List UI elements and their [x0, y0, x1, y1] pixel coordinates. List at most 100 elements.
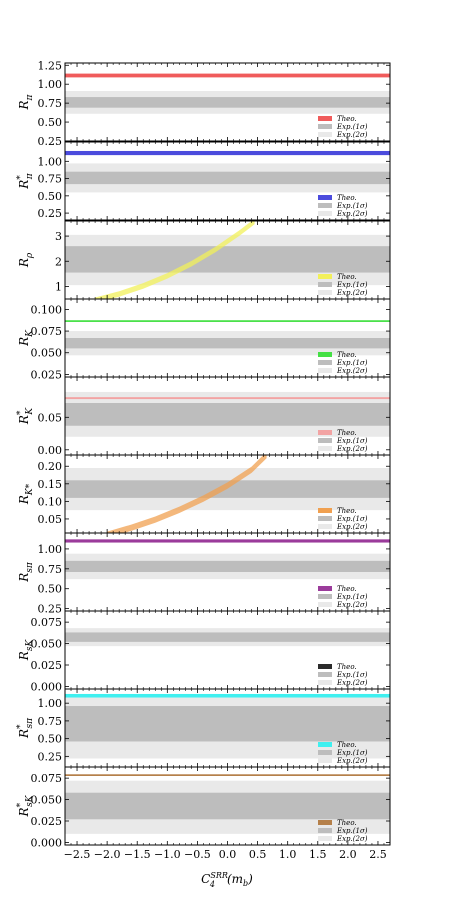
legend-theo-label: Theo.: [337, 429, 357, 437]
exp-1sigma-band: [65, 792, 390, 820]
x-tick-label: −2.5: [64, 848, 91, 861]
legend-exp-2sigma-label: Exp.(2σ): [336, 445, 368, 453]
theory-band: [65, 774, 390, 776]
legend-exp-2sigma-swatch: [318, 524, 332, 529]
y-tick-label: 0.000: [31, 836, 63, 849]
y-tick-label: 0.75: [38, 563, 63, 576]
y-tick-label: 0.025: [31, 815, 63, 828]
legend-exp-1sigma-swatch: [318, 750, 332, 755]
legend-exp-1sigma-label: Exp.(1σ): [336, 515, 368, 523]
legend-theo-label: Theo.: [337, 194, 357, 202]
y-tick-label: 0.075: [31, 772, 63, 785]
legend-exp-2sigma-label: Exp.(2σ): [336, 367, 368, 375]
legend-exp-1sigma-label: Exp.(1σ): [336, 437, 368, 445]
y-tick-label: 0.15: [38, 478, 63, 491]
legend-exp-2sigma-swatch: [318, 211, 332, 216]
panel-plot-area: [65, 628, 390, 647]
legend-theo-label: Theo.: [337, 585, 357, 593]
legend-exp-2sigma-swatch: [318, 602, 332, 607]
y-axis-title: RK: [17, 329, 35, 347]
y-axis-title: Rsπ: [17, 561, 35, 583]
legend-exp-1sigma-swatch: [318, 516, 332, 521]
legend-theo-swatch: [318, 508, 332, 513]
legend-exp-1sigma-swatch: [318, 828, 332, 833]
panel-plot-area: [65, 539, 390, 580]
legend-exp-1sigma-label: Exp.(1σ): [336, 671, 368, 679]
y-tick-label: 0.75: [38, 97, 63, 110]
panel-plot-area: [65, 150, 390, 193]
y-tick-label: 0.050: [31, 794, 63, 807]
x-tick-label: −1.5: [124, 848, 151, 861]
y-tick-label: 0.20: [38, 460, 63, 473]
legend-exp-1sigma-label: Exp.(1σ): [336, 359, 368, 367]
exp-1sigma-band: [65, 338, 390, 349]
y-axis-title: R*sπ: [16, 717, 35, 739]
x-axis-title: CSRR 4 (mb): [201, 871, 253, 889]
x-tick-label: 0.5: [249, 848, 267, 861]
theory-band: [65, 73, 390, 78]
legend-exp-2sigma-label: Exp.(2σ): [336, 835, 368, 843]
x-tick-label: −2.0: [94, 848, 121, 861]
theory-band: [65, 693, 390, 698]
y-tick-label: 1.00: [38, 697, 63, 710]
y-tick-label: 0.50: [38, 116, 63, 129]
x-tick-label: 1.0: [279, 848, 297, 861]
theory-band: [65, 397, 390, 400]
legend-exp-1sigma-label: Exp.(1σ): [336, 827, 368, 835]
legend-exp-2sigma-swatch: [318, 446, 332, 451]
y-tick-label: 0.025: [31, 659, 63, 672]
y-tick-label: 1.00: [38, 155, 63, 168]
y-tick-label: 0.00: [38, 444, 63, 457]
panel-3: 1 2 3 Rρ Theo.Exp.(1σ)Exp.(2σ): [17, 220, 391, 300]
y-tick-label: 0.25: [38, 750, 63, 763]
exp-1sigma-band: [65, 480, 390, 498]
y-tick-label: 0.75: [38, 173, 63, 186]
legend-exp-2sigma-label: Exp.(2σ): [336, 757, 368, 765]
legend-theo-label: Theo.: [337, 819, 357, 827]
legend-exp-2sigma-swatch: [318, 368, 332, 373]
legend-theo-label: Theo.: [337, 273, 357, 281]
panel-1: 0.25 0.50 0.75 1.00 1.25 Rπ Theo.Exp.(1σ)Exp.(…: [17, 59, 391, 148]
panel-8: 0.000 0.025 0.050 0.075 RsK Theo.Exp.(1σ)Exp.…: [17, 610, 391, 693]
legend-exp-2sigma-label: Exp.(2σ): [336, 131, 368, 139]
legend-exp-1sigma-label: Exp.(1σ): [336, 593, 368, 601]
panel-plot-area: [65, 73, 390, 114]
legend-exp-2sigma-swatch: [318, 758, 332, 763]
legend-theo-swatch: [318, 116, 332, 121]
legend-theo-swatch: [318, 195, 332, 200]
legend-exp-2sigma-swatch: [318, 680, 332, 685]
theory-band: [65, 320, 390, 322]
y-tick-label: 0.050: [31, 638, 63, 651]
panel-4: 0.025 0.050 0.075 0.100 RK Theo.Exp.(1σ)Exp.(…: [17, 298, 391, 381]
legend-exp-2sigma-label: Exp.(2σ): [336, 210, 368, 218]
legend-exp-1sigma-swatch: [318, 438, 332, 443]
legend-theo-swatch: [318, 742, 332, 747]
legend-theo-swatch: [318, 586, 332, 591]
y-tick-label: 0.50: [38, 583, 63, 596]
panel-plot-area: [65, 391, 390, 437]
legend-theo-swatch: [318, 664, 332, 669]
legend-exp-2sigma-label: Exp.(2σ): [336, 679, 368, 687]
legend-exp-1sigma-label: Exp.(1σ): [336, 281, 368, 289]
y-tick-label: 0.50: [38, 190, 63, 203]
theory-band: [65, 150, 390, 156]
legend-theo-label: Theo.: [337, 741, 357, 749]
x-tick-label: 1.5: [309, 848, 327, 861]
legend-theo-label: Theo.: [337, 351, 357, 359]
y-axis-title: Rρ: [17, 252, 35, 268]
legend-exp-1sigma-label: Exp.(1σ): [336, 749, 368, 757]
legend-exp-2sigma-swatch: [318, 836, 332, 841]
y-tick-label: 0.075: [31, 616, 63, 629]
legend-theo-swatch: [318, 352, 332, 357]
legend-theo-label: Theo.: [337, 663, 357, 671]
y-tick-label: 1.00: [38, 78, 63, 91]
legend-exp-1sigma-label: Exp.(1σ): [336, 202, 368, 210]
legend-exp-1sigma-swatch: [318, 594, 332, 599]
y-tick-label: 0.25: [38, 603, 63, 616]
y-tick-label: 0.050: [31, 347, 63, 360]
y-tick-label: 1.25: [38, 59, 63, 72]
panel-plot-area: [65, 221, 390, 299]
